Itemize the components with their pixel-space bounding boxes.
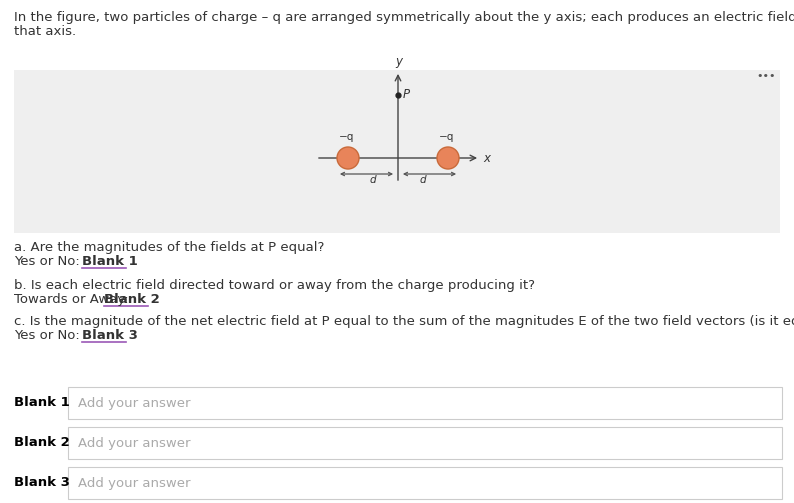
Text: Blank 3: Blank 3 [82, 329, 138, 342]
Text: Blank 3: Blank 3 [14, 476, 70, 489]
Text: x: x [483, 151, 490, 164]
FancyBboxPatch shape [68, 387, 782, 419]
Text: Blank 1: Blank 1 [14, 396, 70, 409]
Text: Add your answer: Add your answer [78, 396, 191, 409]
Text: −q: −q [339, 132, 355, 142]
Text: b. Is each electric field directed toward or away from the charge producing it?: b. Is each electric field directed towar… [14, 279, 535, 292]
Circle shape [337, 147, 359, 169]
Text: that axis.: that axis. [14, 25, 76, 38]
Bar [492, 70, 780, 233]
Text: Add your answer: Add your answer [78, 476, 191, 489]
Circle shape [437, 147, 459, 169]
Text: Blank 1: Blank 1 [82, 255, 137, 268]
Text: Towards or Away:: Towards or Away: [14, 293, 133, 306]
Text: Blank 2: Blank 2 [104, 293, 160, 306]
Text: d: d [370, 175, 376, 185]
Text: Yes or No:: Yes or No: [14, 255, 84, 268]
Text: −q: −q [439, 132, 455, 142]
Text: y: y [395, 55, 403, 68]
Text: Add your answer: Add your answer [78, 437, 191, 450]
Text: d: d [420, 175, 426, 185]
Bar [14, 70, 304, 233]
Text: c. Is the magnitude of the net electric field at P equal to the sum of the magni: c. Is the magnitude of the net electric … [14, 315, 794, 328]
Text: P: P [403, 88, 410, 101]
Text: Blank 2: Blank 2 [14, 437, 70, 450]
Bar [304, 70, 492, 233]
FancyBboxPatch shape [68, 467, 782, 499]
FancyBboxPatch shape [68, 427, 782, 459]
Text: Yes or No:: Yes or No: [14, 329, 84, 342]
Text: a. Are the magnitudes of the fields at P equal?: a. Are the magnitudes of the fields at P… [14, 241, 325, 254]
Text: In the figure, two particles of charge – q are arranged symmetrically about the : In the figure, two particles of charge –… [14, 11, 794, 24]
Text: •••: ••• [757, 71, 776, 81]
